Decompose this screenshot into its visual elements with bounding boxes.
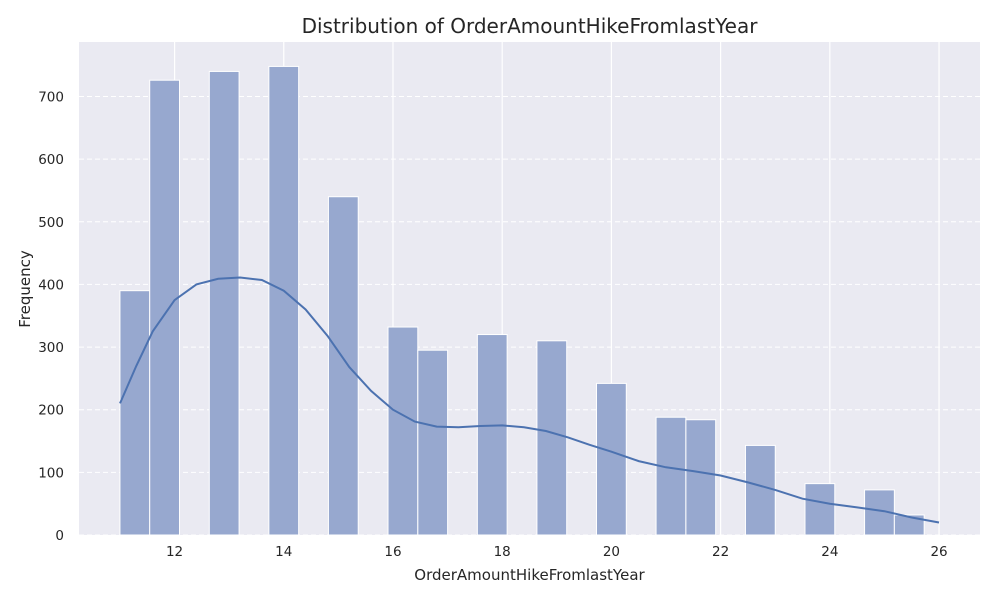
histogram-bar [744,444,776,536]
histogram-bar [387,326,419,536]
histogram-bar [268,65,300,536]
kde-curve [119,276,940,524]
histogram-bar [327,196,359,536]
x-tick-label: 12 [166,544,183,560]
y-tick-label: 400 [38,277,64,293]
histogram-bar [893,514,925,536]
y-tick-label: 200 [38,403,64,419]
x-tick-label: 16 [384,544,401,560]
x-axis-label: OrderAmountHikeFromlastYear [414,566,645,584]
x-tick-label: 20 [603,544,620,560]
x-tick-label: 26 [930,544,947,560]
x-tick-label: 22 [712,544,729,560]
histogram-bars [119,65,925,536]
histogram-bar [596,382,627,536]
grid-lines [79,42,980,536]
histogram-bar [476,334,508,536]
y-tick-label: 600 [38,152,64,168]
y-tick-label: 100 [38,465,64,481]
histogram-bar [119,290,151,536]
y-tick-label: 700 [38,89,64,105]
histogram-bar [536,340,568,536]
y-tick-label: 0 [55,528,64,544]
y-tick-label: 300 [38,340,64,356]
y-tick-label: 500 [38,215,64,231]
chart-title: Distribution of OrderAmountHikeFromlastY… [302,14,759,38]
x-tick-label: 24 [821,544,838,560]
histogram-bar [417,349,449,536]
histogram-bar [655,416,687,536]
x-tick-label: 14 [275,544,292,560]
x-tick-labels: 12 14 16 18 20 22 24 26 [166,544,948,560]
y-axis-label: Frequency [16,250,34,328]
histogram-bar [208,70,240,536]
histogram-bar [685,419,717,536]
histogram-bar [149,79,180,536]
histogram-bar [804,483,836,536]
y-tick-labels: 0 100 200 300 400 500 600 700 [38,89,64,544]
x-tick-label: 18 [494,544,511,560]
